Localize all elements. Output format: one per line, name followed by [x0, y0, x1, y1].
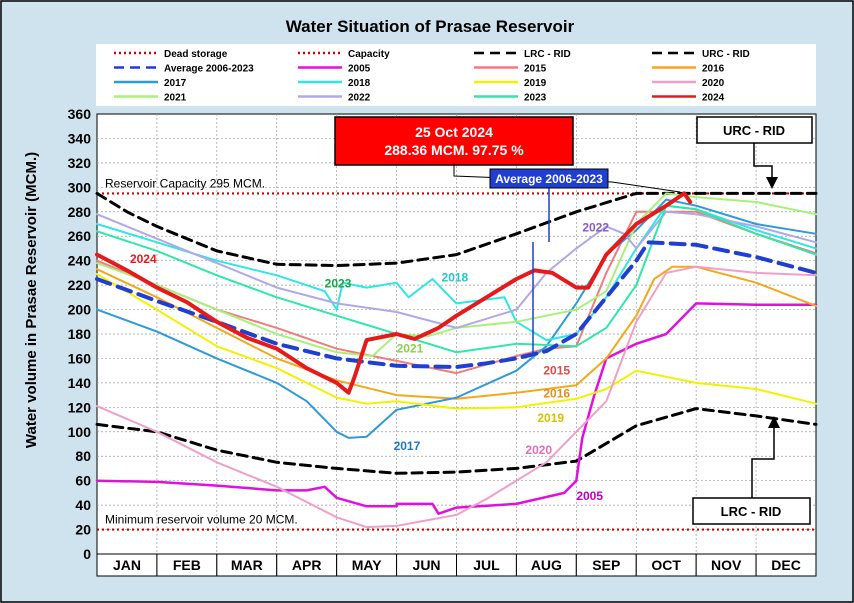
month-label: JAN: [113, 557, 141, 573]
legend-label: 2005: [348, 64, 371, 75]
y-tick-label: 260: [68, 228, 92, 244]
legend-label: 2016: [702, 64, 725, 75]
reference-lines: Reservoir Capacity 295 MCM. Minimum reser…: [97, 176, 816, 531]
y-tick-label: 300: [68, 179, 92, 195]
legend-label: Average 2006-2023: [164, 64, 254, 75]
legend-label: 2018: [348, 78, 371, 89]
series-line: [96, 265, 817, 400]
y-tick-label: 80: [75, 448, 91, 464]
y-tick-label: 0: [83, 546, 91, 562]
y-tick-label: 20: [75, 522, 91, 538]
series-label: 2017: [394, 439, 421, 453]
month-axis: JAN FEB MAR APR MAY JUN JUL AUG SEP OCT NOV DEC: [96, 553, 817, 577]
series-line: [96, 198, 817, 439]
y-tick-label: 200: [68, 302, 92, 318]
legend-label: 2015: [524, 64, 547, 75]
series-line: [96, 273, 817, 410]
series-line: [96, 265, 817, 529]
legend-label: LRC - RID: [524, 49, 571, 60]
month-label: OCT: [651, 557, 681, 573]
legend-label: 2024: [702, 93, 725, 104]
reference-line-label: Minimum reservoir volume 20 MCM.: [105, 513, 298, 527]
lrc-callout-label: LRC - RID: [721, 504, 782, 519]
series-label: 2023: [325, 277, 352, 291]
y-tick-label: 340: [68, 130, 92, 146]
series-line: [96, 204, 817, 342]
y-tick-label: 120: [68, 399, 92, 415]
legend-label: URC - RID: [702, 49, 750, 60]
series-line: [95, 302, 818, 515]
legend-label: 2022: [348, 93, 371, 104]
latest-value: 288.36 MCM. 97.75 %: [384, 142, 524, 158]
month-cell: [755, 553, 817, 577]
legend-label: 2017: [164, 78, 187, 89]
urc-callout-label: URC - RID: [723, 123, 785, 138]
urc-callout: URC - RID: [696, 116, 813, 189]
y-tick-label: 220: [68, 277, 92, 293]
month-label: MAY: [352, 557, 382, 573]
lrc-callout: LRC - RID: [692, 416, 811, 525]
series-label: 2022: [582, 220, 609, 234]
legend-label: 2020: [702, 78, 725, 89]
series-label: 2016: [543, 387, 570, 401]
series-label: 2024: [130, 252, 157, 266]
y-tick-label: 360: [68, 106, 92, 122]
average-callout: Average 2006-2023: [489, 168, 609, 354]
legend-label: Capacity: [348, 49, 390, 60]
y-tick-label: 100: [68, 424, 92, 440]
month-label: JUN: [413, 557, 441, 573]
y-tick-label: 180: [68, 326, 92, 342]
y-tick-label: 160: [68, 350, 92, 366]
month-label: NOV: [711, 557, 742, 573]
series-line: [96, 204, 817, 354]
month-label: SEP: [592, 557, 620, 573]
y-axis-ticks: 0 20 40 60 80 100 120 140 160 180 200 220 240 260 280 3…: [68, 106, 92, 562]
chart-legend: Dead storage Capacity LRC - RID URC - RID Av…: [114, 49, 750, 104]
series-line: [95, 407, 818, 475]
y-tick-label: 60: [75, 473, 91, 489]
month-label: APR: [292, 557, 322, 573]
latest-date: 25 Oct 2024: [415, 124, 493, 140]
legend-label: 2019: [524, 78, 547, 89]
series-label: 2020: [525, 443, 552, 457]
y-tick-label: 140: [68, 375, 92, 391]
legend-label: 2023: [524, 93, 547, 104]
series-line: [96, 192, 817, 357]
series-label: 2021: [397, 341, 424, 355]
data-series: [95, 191, 818, 529]
latest-reading-callout: 25 Oct 2024 288.36 MCM. 97.75 %: [334, 116, 681, 193]
legend-label: Dead storage: [164, 49, 228, 60]
y-tick-label: 320: [68, 155, 92, 171]
series-label: 2018: [442, 270, 469, 284]
month-label: MAR: [231, 557, 263, 573]
y-tick-label: 240: [68, 253, 92, 269]
chart-title: Water Situation of Prasae Reservoir: [286, 17, 575, 36]
series-line: [95, 191, 693, 395]
series-label: 2015: [543, 363, 570, 377]
month-label: JUL: [473, 557, 500, 573]
legend-label: 2021: [164, 93, 187, 104]
reference-line-label: Reservoir Capacity 295 MCM.: [105, 176, 265, 190]
y-axis-label: Water volume in Prasae Reservoir (MCM.): [23, 152, 40, 448]
month-label: AUG: [531, 557, 562, 573]
series-label: 2005: [576, 489, 603, 503]
series-line: [95, 240, 818, 369]
series-labels: 2024 2023 2021 2018 2022 2015 2016 2019 2020 2017…: [130, 220, 609, 503]
average-callout-label: Average 2006-2023: [495, 172, 603, 186]
y-tick-label: 40: [75, 497, 91, 513]
series-label: 2019: [537, 411, 564, 425]
month-label: FEB: [173, 557, 201, 573]
y-tick-label: 280: [68, 204, 92, 220]
month-label: DEC: [771, 557, 801, 573]
